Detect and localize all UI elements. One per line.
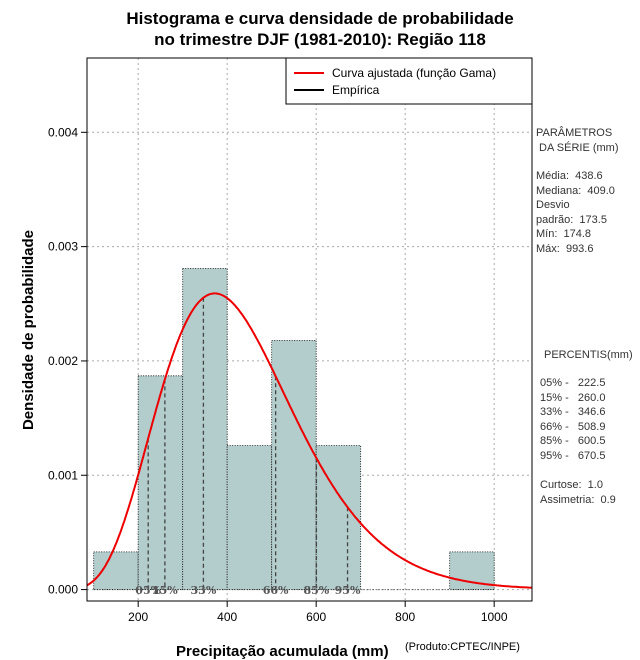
histogram-bar bbox=[271, 339, 317, 590]
histogram-bar bbox=[137, 375, 184, 590]
y-axis-label: Densidade de probabilidade bbox=[20, 229, 37, 431]
legend-label: Empírica bbox=[332, 83, 380, 97]
percentile-label: 15% bbox=[152, 584, 178, 597]
percentile-label: 33% bbox=[191, 584, 217, 597]
legend-label: Curva ajustada (função Gama) bbox=[332, 66, 496, 80]
x-tick-label: 200 bbox=[128, 610, 148, 624]
chart-title-line-2: no trimestre DJF (1981-2010): Região 118 bbox=[154, 30, 486, 49]
params-values: Média: 438.6 Mediana: 409.0 Desvio padrã… bbox=[536, 170, 615, 255]
percentile-label: 66% bbox=[263, 584, 289, 597]
histogram-bar bbox=[182, 267, 228, 590]
y-tick-label: 0.003 bbox=[48, 240, 78, 254]
percentis-values: 05% - 222.5 15% - 260.0 33% - 346.6 66% … bbox=[540, 377, 606, 462]
x-axis-label: Precipitação acumulada (mm) bbox=[176, 643, 389, 660]
y-tick-label: 0.002 bbox=[48, 354, 78, 368]
y-tick-label: 0.000 bbox=[48, 583, 78, 597]
chart-title-line-1: Histograma e curva densidade de probabil… bbox=[126, 9, 514, 28]
gamma-curve bbox=[86, 292, 532, 589]
percentile-label: 85% bbox=[304, 584, 330, 597]
histogram-bar bbox=[93, 551, 139, 590]
percentile-label: 05% bbox=[135, 584, 161, 597]
x-tick-label: 400 bbox=[217, 610, 237, 624]
y-tick-label: 0.004 bbox=[48, 125, 78, 139]
shape-stats: Curtose: 1.0 Assimetria: 0.9 bbox=[540, 479, 616, 506]
params-title: PARÂMETROS DA SÉRIE (mm) bbox=[536, 127, 619, 154]
product-credit: (Produto:CPTEC/INPE) bbox=[405, 641, 520, 653]
x-tick-label: 600 bbox=[306, 610, 326, 624]
y-tick-label: 0.001 bbox=[48, 468, 78, 482]
histogram-bar bbox=[315, 445, 362, 590]
percentile-label: 95% bbox=[335, 584, 361, 597]
histogram-bar bbox=[226, 445, 273, 590]
percentis-title: PERCENTIS(mm) bbox=[544, 349, 633, 361]
x-tick-label: 1000 bbox=[481, 610, 508, 624]
x-tick-label: 800 bbox=[395, 610, 415, 624]
legend-box bbox=[285, 57, 533, 105]
